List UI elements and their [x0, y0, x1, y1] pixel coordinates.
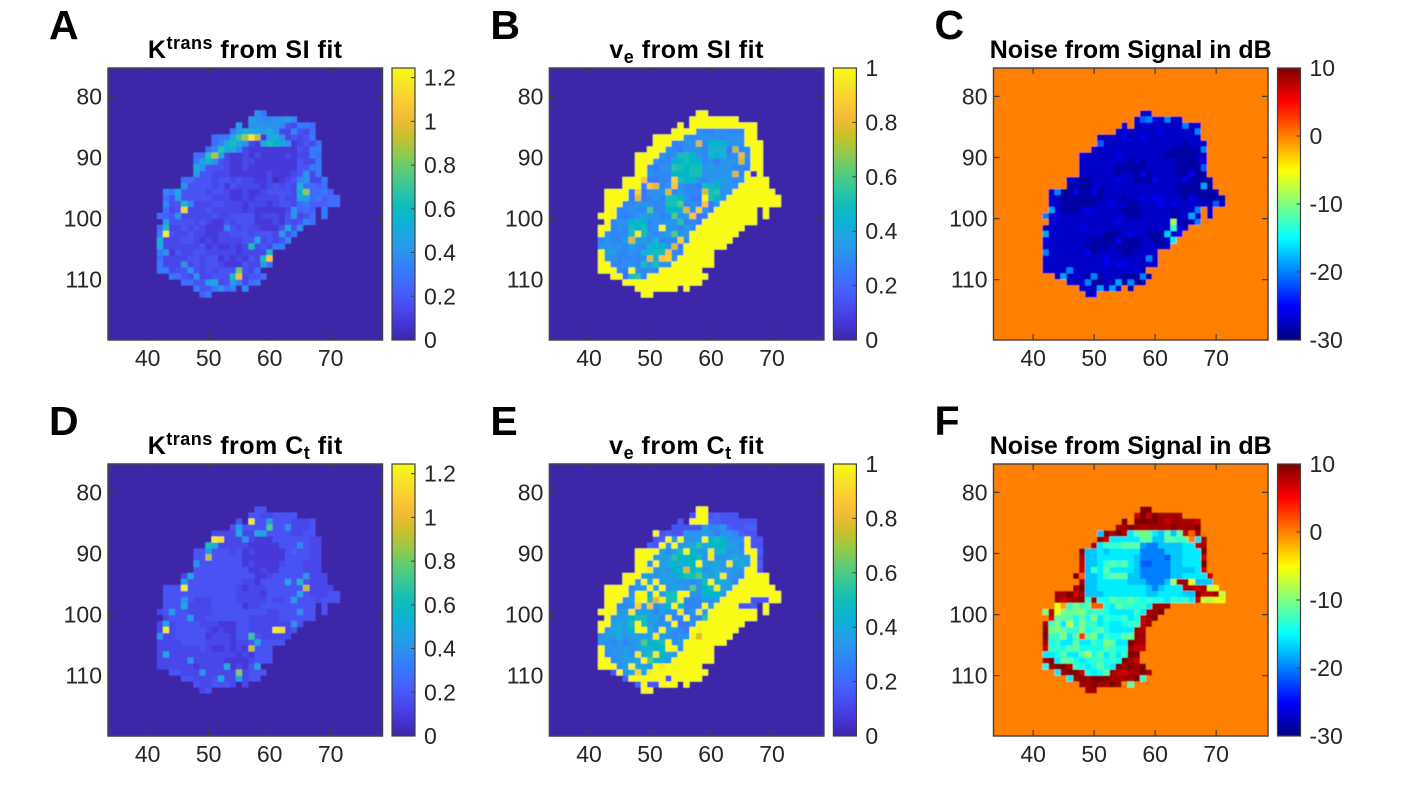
svg-text:90: 90 [76, 145, 102, 171]
svg-text:0.2: 0.2 [865, 669, 897, 695]
svg-text:60: 60 [698, 741, 724, 767]
svg-text:0: 0 [424, 327, 437, 353]
svg-text:Noise from Signal in dB: Noise from Signal in dB [990, 36, 1272, 64]
svg-text:-10: -10 [1310, 587, 1343, 613]
svg-text:60: 60 [257, 741, 283, 767]
svg-text:90: 90 [518, 145, 544, 171]
svg-text:1.2: 1.2 [424, 461, 456, 487]
svg-text:A: A [49, 2, 79, 48]
svg-text:110: 110 [951, 267, 988, 293]
svg-text:ve​ from SI fit: ve​ from SI fit [609, 36, 764, 67]
svg-text:10: 10 [1310, 451, 1336, 477]
svg-text:0.6: 0.6 [865, 560, 897, 586]
svg-text:0.4: 0.4 [424, 240, 456, 266]
svg-text:80: 80 [76, 83, 102, 109]
svg-text:100: 100 [949, 602, 987, 628]
svg-text:40: 40 [1020, 741, 1046, 767]
svg-text:Noise from Signal in dB: Noise from Signal in dB [990, 432, 1272, 460]
svg-text:Ktrans​ from Ct​ fit: Ktrans​ from Ct​ fit [148, 429, 343, 463]
svg-text:0.8: 0.8 [424, 548, 456, 574]
svg-text:100: 100 [64, 206, 102, 232]
svg-text:0.8: 0.8 [424, 152, 456, 178]
svg-text:1: 1 [424, 504, 437, 530]
svg-text:40: 40 [576, 741, 602, 767]
svg-text:110: 110 [951, 663, 988, 689]
svg-text:0.4: 0.4 [865, 218, 897, 244]
svg-text:0.8: 0.8 [865, 505, 897, 531]
svg-text:70: 70 [1203, 345, 1229, 371]
svg-text:110: 110 [65, 663, 102, 689]
svg-text:70: 70 [759, 345, 785, 371]
svg-text:0.6: 0.6 [424, 196, 456, 222]
svg-text:0.8: 0.8 [865, 109, 897, 135]
svg-text:40: 40 [135, 345, 161, 371]
svg-text:0.4: 0.4 [865, 614, 897, 640]
svg-text:-30: -30 [1310, 327, 1343, 353]
svg-text:1: 1 [865, 55, 878, 81]
svg-text:60: 60 [1142, 345, 1168, 371]
svg-text:50: 50 [1081, 345, 1107, 371]
svg-text:0.4: 0.4 [424, 636, 456, 662]
svg-text:70: 70 [318, 741, 344, 767]
svg-text:110: 110 [507, 663, 544, 689]
svg-text:50: 50 [196, 345, 222, 371]
svg-text:80: 80 [518, 479, 544, 505]
svg-text:1: 1 [865, 451, 878, 477]
svg-text:100: 100 [949, 206, 987, 232]
svg-text:-10: -10 [1310, 191, 1343, 217]
svg-text:F: F [935, 398, 960, 444]
svg-text:B: B [490, 2, 520, 48]
svg-text:0: 0 [1310, 123, 1323, 149]
svg-text:0.6: 0.6 [865, 164, 897, 190]
svg-text:0.2: 0.2 [424, 679, 456, 705]
svg-text:-30: -30 [1310, 723, 1343, 749]
svg-text:100: 100 [64, 602, 102, 628]
svg-text:Ktrans​ from SI fit: Ktrans​ from SI fit [148, 33, 343, 64]
svg-text:0.2: 0.2 [424, 283, 456, 309]
svg-text:60: 60 [698, 345, 724, 371]
svg-text:90: 90 [76, 541, 102, 567]
svg-text:ve​ from Ct​ fit: ve​ from Ct​ fit [609, 432, 764, 463]
svg-text:80: 80 [518, 83, 544, 109]
svg-text:50: 50 [637, 345, 663, 371]
svg-text:40: 40 [576, 345, 602, 371]
svg-text:1: 1 [424, 108, 437, 134]
svg-text:80: 80 [962, 83, 988, 109]
svg-text:0: 0 [424, 723, 437, 749]
svg-text:50: 50 [1081, 741, 1107, 767]
svg-text:0.6: 0.6 [424, 592, 456, 618]
svg-text:40: 40 [135, 741, 161, 767]
svg-text:60: 60 [257, 345, 283, 371]
svg-text:100: 100 [505, 206, 543, 232]
svg-text:40: 40 [1020, 345, 1046, 371]
svg-text:E: E [490, 398, 517, 444]
svg-text:110: 110 [507, 267, 544, 293]
svg-text:60: 60 [1142, 741, 1168, 767]
svg-text:0: 0 [1310, 519, 1323, 545]
svg-text:C: C [935, 2, 965, 48]
svg-text:80: 80 [76, 479, 102, 505]
svg-text:0: 0 [865, 327, 878, 353]
svg-text:50: 50 [637, 741, 663, 767]
svg-text:110: 110 [65, 267, 102, 293]
svg-text:70: 70 [318, 345, 344, 371]
svg-text:10: 10 [1310, 55, 1336, 81]
svg-text:1.2: 1.2 [424, 65, 456, 91]
svg-text:90: 90 [962, 145, 988, 171]
svg-text:100: 100 [505, 602, 543, 628]
svg-text:50: 50 [196, 741, 222, 767]
svg-text:70: 70 [759, 741, 785, 767]
svg-text:80: 80 [962, 479, 988, 505]
svg-text:-20: -20 [1310, 259, 1343, 285]
svg-text:90: 90 [962, 541, 988, 567]
svg-text:70: 70 [1203, 741, 1229, 767]
svg-text:90: 90 [518, 541, 544, 567]
svg-text:0.2: 0.2 [865, 273, 897, 299]
svg-text:0: 0 [865, 723, 878, 749]
svg-text:D: D [49, 398, 79, 444]
svg-text:-20: -20 [1310, 655, 1343, 681]
